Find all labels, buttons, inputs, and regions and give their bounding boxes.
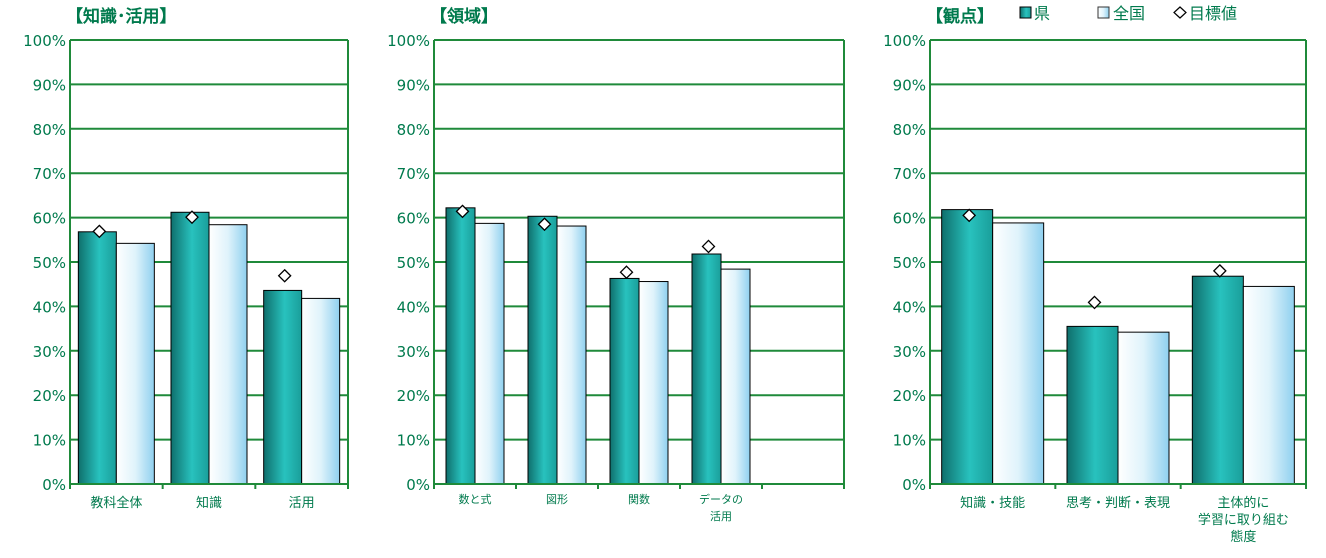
y-tick-label: 40% — [397, 298, 430, 316]
y-tick-label: 70% — [33, 165, 66, 183]
bar-ken — [263, 289, 303, 485]
bar-zenkoku — [720, 268, 751, 485]
legend-swatch-ken — [1019, 6, 1032, 19]
y-tick-label: 70% — [893, 165, 926, 183]
y-tick-label: 80% — [397, 121, 430, 139]
y-tick-label: 30% — [893, 343, 926, 361]
bar-ken — [77, 231, 117, 485]
y-tick-label: 40% — [893, 298, 926, 316]
bar-ken — [941, 209, 994, 485]
y-tick-label: 90% — [893, 76, 926, 94]
target-marker — [962, 208, 977, 223]
y-tick-label: 10% — [893, 432, 926, 450]
y-tick-label: 80% — [893, 121, 926, 139]
y-tick-label: 0% — [406, 476, 430, 494]
bar-zenkoku — [638, 281, 669, 485]
y-tick-label: 0% — [902, 476, 926, 494]
panel-title: 【知識･活用】 — [66, 6, 177, 27]
y-tick-label: 100% — [23, 32, 66, 50]
bar-zenkoku — [474, 222, 505, 485]
x-category-label: 学習に取り組む — [1198, 512, 1289, 528]
bar-zenkoku — [992, 222, 1045, 485]
legend-label-zenkoku: 全国 — [1113, 4, 1145, 23]
x-category-label: 数と式 — [459, 493, 492, 506]
x-category-label: 知識 — [196, 495, 222, 511]
y-tick-label: 60% — [33, 210, 66, 228]
x-category-label: 主体的に — [1217, 495, 1269, 511]
target-marker — [92, 224, 107, 239]
legend-swatch-zenkoku — [1097, 6, 1110, 19]
target-marker — [1087, 295, 1102, 310]
x-category-label: データの — [699, 492, 743, 506]
y-tick-label: 20% — [33, 387, 66, 405]
x-category-label: 思考・判断・表現 — [1066, 496, 1170, 511]
bar-ken — [691, 253, 722, 485]
target-marker — [185, 210, 199, 225]
target-marker — [277, 268, 292, 283]
y-tick-label: 70% — [397, 165, 430, 183]
y-tick-label: 50% — [893, 254, 926, 272]
panel-title: 【観点】 — [926, 6, 994, 27]
x-category-label: 態度 — [1230, 529, 1256, 545]
bar-zenkoku — [556, 225, 587, 485]
target-marker — [619, 265, 634, 280]
bar-ken — [1066, 325, 1119, 485]
y-tick-label: 90% — [33, 76, 66, 94]
y-tick-label: 60% — [397, 210, 430, 228]
bar-ken — [527, 215, 558, 485]
bar-ken — [445, 207, 476, 485]
bar-ken — [1191, 275, 1244, 485]
chart-panel-1: 【知識･活用】 0% 10% 20% 30% 40% 50% 60% 70% 80% 90% 100%… — [23, 6, 349, 511]
legend-label-ken: 県 — [1034, 4, 1050, 23]
bar-zenkoku — [1242, 285, 1295, 485]
x-category-label: 活用 — [710, 510, 732, 523]
legend-diamond-target — [1173, 6, 1187, 19]
y-tick-label: 0% — [42, 476, 66, 494]
y-tick-label: 10% — [33, 432, 66, 450]
x-category-label: 関数 — [628, 493, 650, 506]
bar-zenkoku — [115, 242, 155, 485]
y-tick-label: 90% — [397, 76, 430, 94]
y-tick-label: 80% — [33, 121, 66, 139]
y-tick-label: 50% — [397, 254, 430, 272]
bar-ken — [170, 211, 210, 485]
target-marker — [537, 217, 552, 232]
legend-label-target: 目標値 — [1189, 4, 1237, 23]
panel-title: 【領域】 — [430, 6, 498, 27]
y-tick-label: 50% — [33, 254, 66, 272]
x-category-label: 活用 — [289, 496, 315, 511]
y-tick-label: 100% — [883, 32, 926, 50]
y-tick-label: 30% — [397, 343, 430, 361]
bar-ken — [609, 277, 640, 485]
target-marker — [455, 204, 470, 219]
y-tick-label: 10% — [397, 432, 430, 450]
chart-panel-3: 【観点】 0% 10% 20% 30% 40% 50% 60% 70% 80% 90% 100% 知識・… — [883, 6, 1307, 545]
bar-zenkoku — [1117, 331, 1170, 485]
x-category-label: 教科全体 — [90, 495, 142, 511]
y-tick-label: 30% — [33, 343, 66, 361]
x-category-label: 図形 — [546, 493, 568, 506]
target-marker — [1212, 263, 1227, 278]
bar-zenkoku — [301, 297, 341, 485]
target-marker — [701, 239, 716, 254]
y-tick-label: 60% — [893, 210, 926, 228]
chart-panel-2: 【領域】 0% 10% 20% 30% 40% 50% 60% 70% 80% 90% 100% 数と式… — [387, 6, 845, 523]
y-tick-label: 20% — [893, 387, 926, 405]
legend: 県 全国 目標値 — [1019, 4, 1237, 23]
y-tick-label: 20% — [397, 387, 430, 405]
y-tick-label: 40% — [33, 298, 66, 316]
bar-zenkoku — [208, 224, 248, 485]
y-tick-label: 100% — [387, 32, 430, 50]
x-category-label: 知識・技能 — [960, 495, 1025, 511]
